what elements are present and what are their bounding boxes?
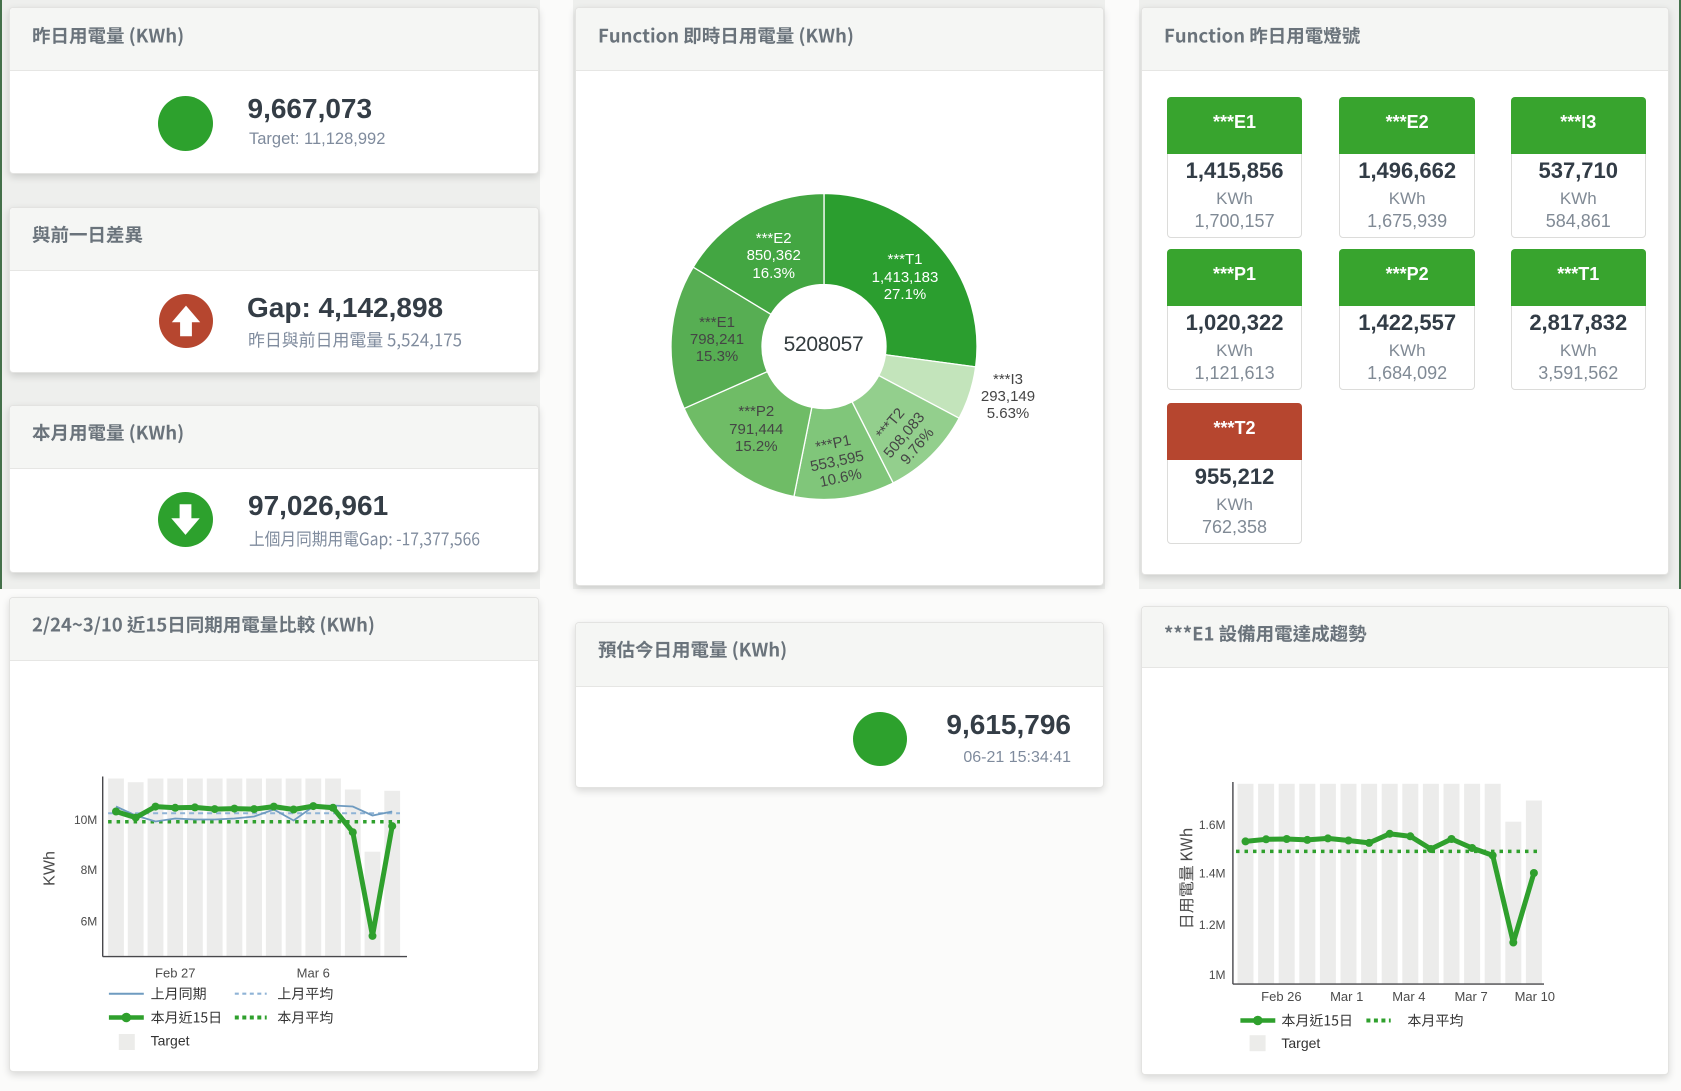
svg-text:Mar 4: Mar 4: [1392, 989, 1425, 1004]
svg-text:1.4M: 1.4M: [1199, 867, 1226, 881]
svg-text:Target: Target: [151, 1032, 190, 1048]
svg-text:1.6M: 1.6M: [1199, 818, 1226, 832]
svg-text:Mar 1: Mar 1: [1330, 989, 1363, 1004]
svg-text:Mar 7: Mar 7: [1454, 989, 1487, 1004]
svg-text:Feb 26: Feb 26: [1261, 989, 1301, 1004]
svg-text:Mar 10: Mar 10: [1515, 989, 1555, 1004]
svg-text:Mar 6: Mar 6: [297, 965, 330, 980]
svg-text:KWh: KWh: [42, 851, 59, 886]
svg-text:1.2M: 1.2M: [1199, 918, 1226, 932]
svg-text:8M: 8M: [81, 863, 98, 877]
svg-text:Feb 27: Feb 27: [155, 965, 195, 980]
svg-text:Target: Target: [1281, 1035, 1320, 1051]
svg-text:1M: 1M: [1209, 968, 1226, 982]
svg-text:6M: 6M: [81, 914, 98, 928]
svg-text:10M: 10M: [74, 813, 97, 827]
